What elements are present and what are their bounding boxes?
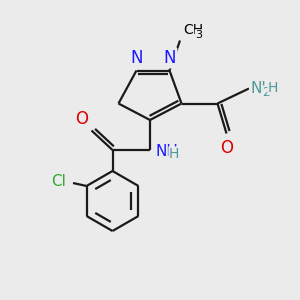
Text: CH: CH xyxy=(184,23,204,38)
Text: N: N xyxy=(130,49,143,67)
Text: 3: 3 xyxy=(195,30,202,40)
Text: O: O xyxy=(76,110,88,128)
Text: 2: 2 xyxy=(262,85,270,99)
Text: NH: NH xyxy=(250,81,273,96)
Text: NH: NH xyxy=(155,144,178,159)
Text: Cl: Cl xyxy=(51,174,65,189)
Text: H: H xyxy=(169,147,179,160)
Text: H: H xyxy=(268,81,278,95)
Text: N: N xyxy=(163,49,176,67)
Text: O: O xyxy=(220,139,233,157)
